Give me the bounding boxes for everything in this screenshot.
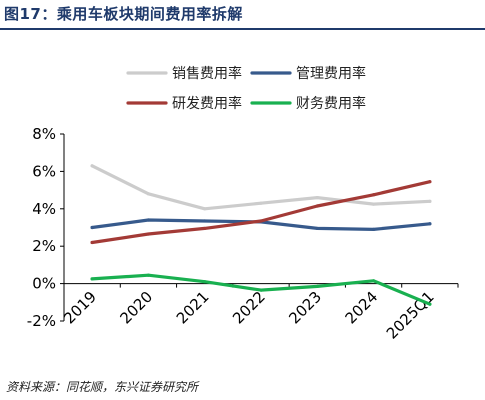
series-1-point	[90, 164, 94, 168]
series-3-point	[203, 226, 207, 231]
series-4-point	[90, 277, 94, 281]
x-tick-label: 2019	[60, 288, 100, 328]
series-4-point	[259, 288, 263, 292]
series-2-point	[90, 225, 94, 230]
series-4-point	[203, 280, 207, 284]
y-tick-label: -2%	[27, 312, 56, 330]
x-tick-label: 2021	[173, 288, 213, 328]
x-tick-label: 2022	[229, 288, 269, 328]
series-1-point	[315, 195, 319, 200]
chart-title: 图17：乘用车板块期间费用率拆解	[4, 5, 243, 23]
x-tick-label: 2024	[342, 288, 382, 328]
series-2-point	[371, 227, 376, 231]
series-3-point	[90, 240, 94, 245]
legend-label-2: 管理费用率	[296, 65, 366, 82]
series-4-point	[315, 284, 319, 289]
series-1-point	[428, 199, 432, 203]
x-tick-label: 2023	[285, 288, 325, 328]
axes: -2%0%2%4%6%8%2019 2020 2021 2022 2023 2024 202…	[27, 125, 459, 343]
legend-label-3: 研发费用率	[172, 95, 242, 112]
y-tick-label: 4%	[32, 200, 56, 218]
series-4-point	[371, 279, 376, 283]
y-tick-label: 0%	[32, 275, 56, 293]
series-1-point	[259, 201, 263, 205]
y-tick-label: 6%	[32, 162, 56, 180]
series-1-point	[371, 202, 376, 206]
title-underline	[0, 28, 485, 30]
series-3-point	[428, 180, 432, 184]
series-2-point	[146, 218, 151, 222]
source-note: 资料来源：同花顺，东兴证券研究所	[6, 380, 199, 394]
series-4-point	[146, 273, 151, 277]
series-3-point	[315, 204, 319, 208]
series-1-point	[146, 192, 151, 196]
series-3-point	[259, 219, 263, 223]
x-tick-label: 2020	[117, 288, 157, 328]
legend-label-1: 销售费用率	[172, 65, 242, 82]
series-lines	[90, 164, 432, 306]
series-2-point	[203, 219, 207, 223]
series-4-point	[428, 302, 432, 306]
series-1-point	[203, 207, 207, 211]
series-3-point	[146, 232, 151, 236]
series-2-point	[428, 222, 432, 226]
y-tick-label: 8%	[32, 125, 56, 143]
series-3-point	[371, 193, 376, 197]
y-tick-label: 2%	[32, 237, 56, 255]
series-2-point	[315, 226, 319, 231]
legend-label-4: 财务费用率	[296, 95, 366, 112]
